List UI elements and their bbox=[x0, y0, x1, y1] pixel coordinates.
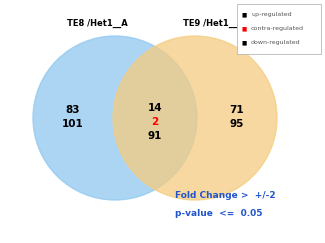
Text: up-regulated: up-regulated bbox=[251, 12, 292, 17]
Text: down-regulated: down-regulated bbox=[251, 41, 301, 45]
Text: TE9 /Het1__A: TE9 /Het1__A bbox=[183, 19, 243, 28]
FancyBboxPatch shape bbox=[237, 4, 321, 54]
Circle shape bbox=[33, 36, 197, 200]
Text: ■: ■ bbox=[242, 41, 247, 45]
Text: 14: 14 bbox=[148, 103, 162, 113]
Text: 83: 83 bbox=[66, 105, 80, 115]
Text: 95: 95 bbox=[230, 119, 244, 129]
Text: contra-regulated: contra-regulated bbox=[251, 26, 304, 32]
Text: ■: ■ bbox=[242, 12, 247, 17]
Circle shape bbox=[113, 36, 277, 200]
Text: p-value  <=  0.05: p-value <= 0.05 bbox=[175, 208, 263, 217]
Text: 71: 71 bbox=[230, 105, 244, 115]
Text: TE8 /Het1__A: TE8 /Het1__A bbox=[67, 19, 127, 28]
Text: 101: 101 bbox=[62, 119, 84, 129]
Text: 2: 2 bbox=[151, 117, 159, 127]
Text: ■: ■ bbox=[242, 26, 247, 32]
Text: Fold Change >  +/-2: Fold Change > +/-2 bbox=[175, 191, 276, 200]
Text: 91: 91 bbox=[148, 131, 162, 141]
